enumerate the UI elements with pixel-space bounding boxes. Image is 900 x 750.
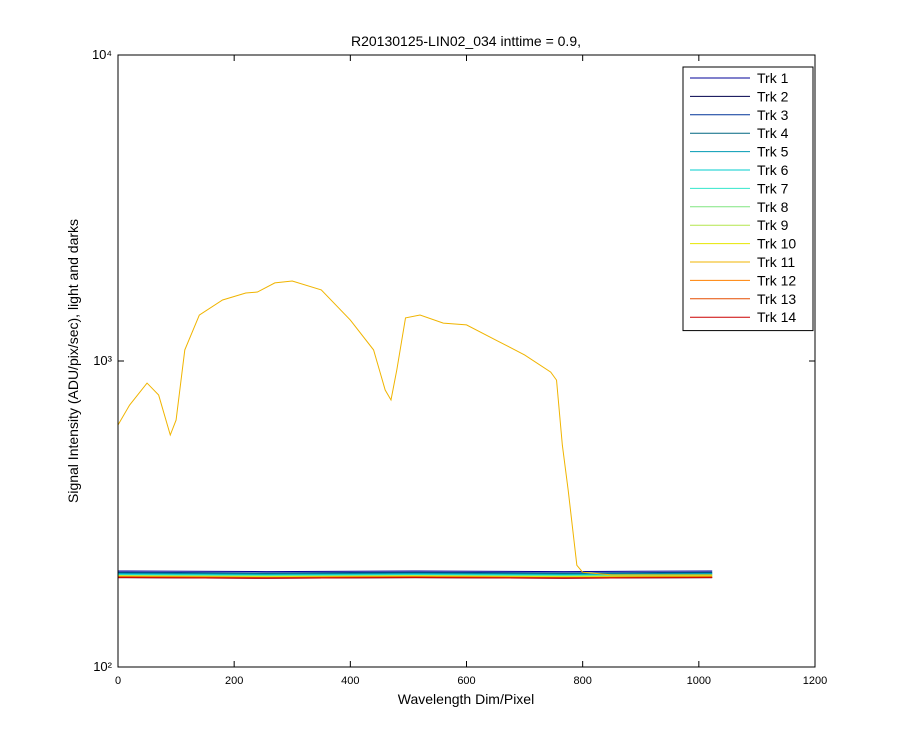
data-line (117, 570, 713, 573)
legend-label: Trk 2 (757, 88, 789, 104)
y-tick-label: 10² (93, 659, 112, 674)
legend-label: Trk 6 (757, 162, 789, 178)
legend-label: Trk 8 (757, 199, 789, 215)
legend-label: Trk 5 (757, 144, 789, 160)
legend-label: Trk 10 (757, 236, 796, 252)
legend-label: Trk 12 (757, 272, 796, 288)
legend-label: Trk 1 (757, 70, 789, 86)
data-line (117, 572, 713, 575)
x-axis-label: Wavelength Dim/Pixel (398, 691, 534, 707)
legend-label: Trk 13 (757, 291, 796, 307)
x-tick-label: 200 (225, 675, 243, 687)
legend-box (682, 66, 814, 332)
data-line (117, 575, 713, 578)
legend-label: Trk 11 (757, 254, 795, 270)
data-line (117, 571, 713, 574)
y-tick-label: 10³ (93, 353, 112, 368)
legend-label: Trk 9 (757, 217, 789, 233)
x-tick-label: 800 (573, 675, 591, 687)
y-axis-label: Signal Intensity (ADU/pix/sec), light an… (65, 219, 81, 503)
x-tick-label: 400 (341, 675, 359, 687)
data-line (117, 576, 713, 579)
data-line (117, 577, 713, 579)
y-tick-label: 10⁴ (92, 47, 112, 62)
data-line (117, 280, 713, 576)
legend-label: Trk 7 (757, 180, 789, 196)
legend-label: Trk 3 (757, 107, 789, 123)
legend-label: Trk 14 (757, 309, 796, 325)
data-line (117, 575, 713, 577)
data-line (117, 573, 713, 575)
x-tick-label: 0 (115, 675, 121, 687)
chart-title: R20130125-LIN02_034 inttime = 0.9, (351, 33, 581, 49)
x-tick-label: 600 (457, 675, 475, 687)
x-tick-label: 1000 (687, 675, 711, 687)
x-tick-label: 1200 (803, 675, 827, 687)
legend-label: Trk 4 (757, 125, 789, 141)
